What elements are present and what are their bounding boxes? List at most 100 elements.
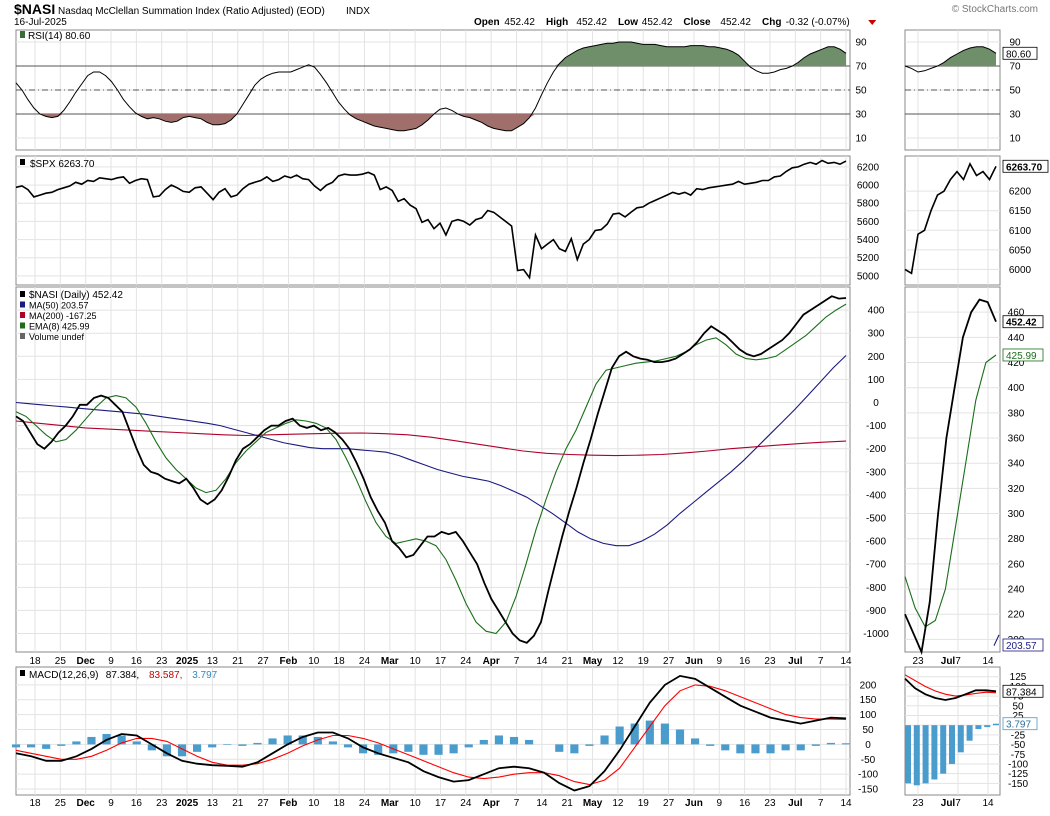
macd-histogram-bar bbox=[766, 744, 775, 754]
nasi-series-ma-200- bbox=[15, 420, 847, 457]
x-tick-label: 24 bbox=[460, 656, 472, 667]
zoom-y-tick-label: 240 bbox=[1008, 585, 1025, 596]
ohlc-value-low: 452.42 bbox=[642, 17, 673, 28]
x-tick-label: 25 bbox=[55, 656, 67, 667]
macd-zoom-histogram-bar bbox=[905, 725, 911, 784]
nasi-legend-entry: MA(200) -167.25 bbox=[29, 311, 97, 321]
macd-histogram-bar bbox=[253, 742, 262, 745]
ohlc-label-low: Low bbox=[618, 17, 638, 28]
nasi-last-label: 452.42 bbox=[1006, 318, 1037, 329]
macd-title-value: 3.797 bbox=[192, 670, 217, 681]
ohlc-value-chg: -0.32 (-0.07%) bbox=[786, 17, 850, 28]
y-tick-label: -900 bbox=[866, 606, 886, 617]
symbol-title: $NASI bbox=[14, 1, 55, 17]
macd-zoom-histogram-bar bbox=[966, 725, 973, 741]
macd-histogram-bar bbox=[162, 744, 171, 757]
macd-histogram-bar bbox=[434, 744, 443, 755]
macd-histogram-bar bbox=[72, 741, 81, 745]
zoom-y-tick-label: 25 bbox=[1012, 711, 1024, 722]
macd-histogram-bar bbox=[691, 738, 700, 745]
macd-histogram-bar bbox=[11, 744, 21, 748]
nasi-zoom-ema8 bbox=[904, 354, 997, 628]
x-tick-label: 16 bbox=[131, 798, 143, 809]
x-tick-label: Jun bbox=[685, 798, 703, 809]
macd-histogram-bar bbox=[147, 744, 156, 751]
macd-histogram-bar bbox=[177, 744, 187, 757]
x-tick-label: 2025 bbox=[176, 798, 199, 809]
nasi-legend-swatch bbox=[20, 291, 25, 297]
x-tick-label: 21 bbox=[232, 656, 244, 667]
x-tick-label: 21 bbox=[562, 656, 574, 667]
x-tick-label: 10 bbox=[410, 656, 422, 667]
x-tick-label: 14 bbox=[840, 656, 852, 667]
ohlc-label-close: Close bbox=[683, 17, 711, 28]
zoom-y-tick-label: 6000 bbox=[1009, 265, 1032, 276]
spx-panel-frame bbox=[15, 155, 851, 286]
x-tick-label: Jun bbox=[685, 656, 703, 667]
zoom-x-tick-label: Jul bbox=[941, 656, 956, 667]
zoom-y-tick-label: 460 bbox=[1008, 308, 1025, 319]
x-tick-label: 18 bbox=[29, 656, 41, 667]
macd-histogram-bar bbox=[343, 744, 353, 748]
macd-last-box bbox=[1002, 684, 1044, 698]
zoom-y-tick-label: -25 bbox=[1011, 730, 1026, 741]
ohlc-value-open: 452.42 bbox=[504, 17, 535, 28]
x-tick-label: 17 bbox=[435, 656, 447, 667]
macd-histogram-bar bbox=[313, 736, 322, 745]
ohlc-label-high: High bbox=[546, 17, 568, 28]
macd-histogram-bar bbox=[781, 744, 790, 751]
macd-histogram-bar bbox=[268, 738, 277, 745]
macd-zoom-histogram-bar bbox=[949, 725, 955, 764]
date-label: 16-Jul-2025 bbox=[14, 17, 67, 28]
nasi-last-box bbox=[1002, 315, 1044, 329]
macd-histogram-bar bbox=[359, 744, 368, 754]
x-tick-label: 14 bbox=[840, 798, 852, 809]
x-tick-label: 23 bbox=[156, 656, 168, 667]
macd-histogram-bar bbox=[721, 744, 730, 751]
rsi-legend-swatch bbox=[20, 31, 25, 38]
macd-histogram-bar bbox=[283, 735, 292, 745]
y-tick-label: 30 bbox=[855, 110, 867, 121]
x-tick-label: 9 bbox=[108, 656, 114, 667]
y-tick-label: -800 bbox=[866, 583, 886, 594]
y-tick-label: 70 bbox=[855, 62, 867, 73]
x-tick-label: 18 bbox=[334, 656, 346, 667]
macd-zoom-line bbox=[904, 677, 997, 701]
x-tick-label: 24 bbox=[359, 798, 371, 809]
zoom-y-tick-label: 50 bbox=[1012, 701, 1024, 712]
exchange-label: INDX bbox=[346, 6, 370, 17]
nasi-legend-swatch bbox=[20, 301, 25, 308]
macd-panel-frame bbox=[15, 666, 851, 796]
x-tick-label: 18 bbox=[334, 798, 346, 809]
y-tick-label: 5800 bbox=[857, 199, 880, 210]
zoom-y-tick-label: 6050 bbox=[1009, 245, 1032, 256]
macd-histogram-bar bbox=[42, 744, 51, 749]
macd-histogram-bar bbox=[796, 744, 805, 751]
nasi-legend-entry: Volume undef bbox=[29, 332, 85, 342]
y-tick-label: -100 bbox=[866, 421, 886, 432]
zoom-y-tick-label: -125 bbox=[1008, 769, 1028, 780]
x-tick-label: 7 bbox=[818, 656, 824, 667]
y-tick-label: 200 bbox=[860, 680, 877, 691]
zoom-y-tick-label: 70 bbox=[1009, 62, 1021, 73]
ema-last-box bbox=[1002, 348, 1044, 362]
macd-histogram-bar bbox=[328, 741, 337, 745]
y-tick-label: 5400 bbox=[857, 235, 880, 246]
x-tick-label: 27 bbox=[258, 656, 270, 667]
ohlc-value-high: 452.42 bbox=[576, 17, 607, 28]
zoom-y-tick-label: 420 bbox=[1008, 358, 1025, 369]
macd-zoom-histogram-bar bbox=[931, 725, 938, 780]
x-tick-label: 7 bbox=[514, 798, 520, 809]
macd-title: MACD(12,26,9) bbox=[29, 670, 98, 681]
zoom-y-tick-label: 400 bbox=[1008, 383, 1025, 394]
x-tick-label: 10 bbox=[410, 798, 422, 809]
zoom-y-tick-label: 380 bbox=[1008, 408, 1025, 419]
nasi-legend-swatch bbox=[20, 333, 25, 339]
macd-histogram-bar bbox=[27, 744, 36, 748]
macd-histogram-bar bbox=[570, 744, 579, 754]
zoom-x-tick-label: 7 bbox=[955, 798, 961, 809]
macd-histogram-bar bbox=[404, 744, 413, 752]
macd-histogram-bar bbox=[117, 735, 126, 745]
rsi-last-label: 80.60 bbox=[1006, 49, 1031, 60]
zoom-y-tick-label: 50 bbox=[1009, 86, 1021, 97]
